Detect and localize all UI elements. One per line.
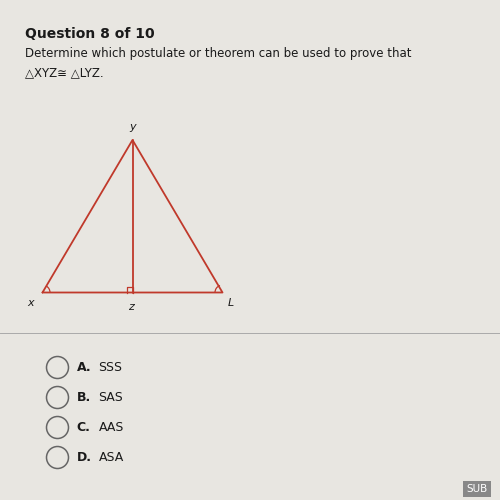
Text: x: x [27,298,34,308]
Text: Determine which postulate or theorem can be used to prove that: Determine which postulate or theorem can… [25,48,411,60]
Text: △XYZ≅ △LYZ.: △XYZ≅ △LYZ. [25,66,103,79]
Text: SSS: SSS [98,361,122,374]
Text: L: L [228,298,234,308]
Text: Question 8 of 10: Question 8 of 10 [25,28,154,42]
Text: ASA: ASA [98,451,124,464]
Text: A.: A. [76,361,91,374]
Text: SUB: SUB [466,484,487,494]
Text: z: z [128,302,134,312]
Text: AAS: AAS [98,421,124,434]
Text: y: y [129,122,136,132]
Text: SAS: SAS [98,391,123,404]
Text: C.: C. [76,421,90,434]
Text: B.: B. [76,391,91,404]
Text: D.: D. [76,451,92,464]
